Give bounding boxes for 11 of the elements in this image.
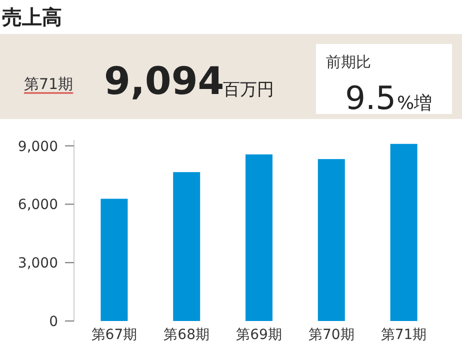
- y-tick-label: 3,000: [18, 256, 58, 272]
- annotation: 百万円: [223, 80, 274, 100]
- title: 売上高: [2, 5, 62, 29]
- y-tick-label: 6,000: [18, 197, 58, 214]
- y-tick-label: 0: [49, 314, 58, 330]
- annotation: 9.5: [345, 79, 396, 117]
- annotation: 9,094: [104, 59, 224, 103]
- y-tick-label: 9,000: [18, 138, 58, 155]
- annotation: 第71期: [24, 75, 74, 93]
- annotation: 前期比: [326, 53, 371, 71]
- annotation: %増: [397, 93, 432, 114]
